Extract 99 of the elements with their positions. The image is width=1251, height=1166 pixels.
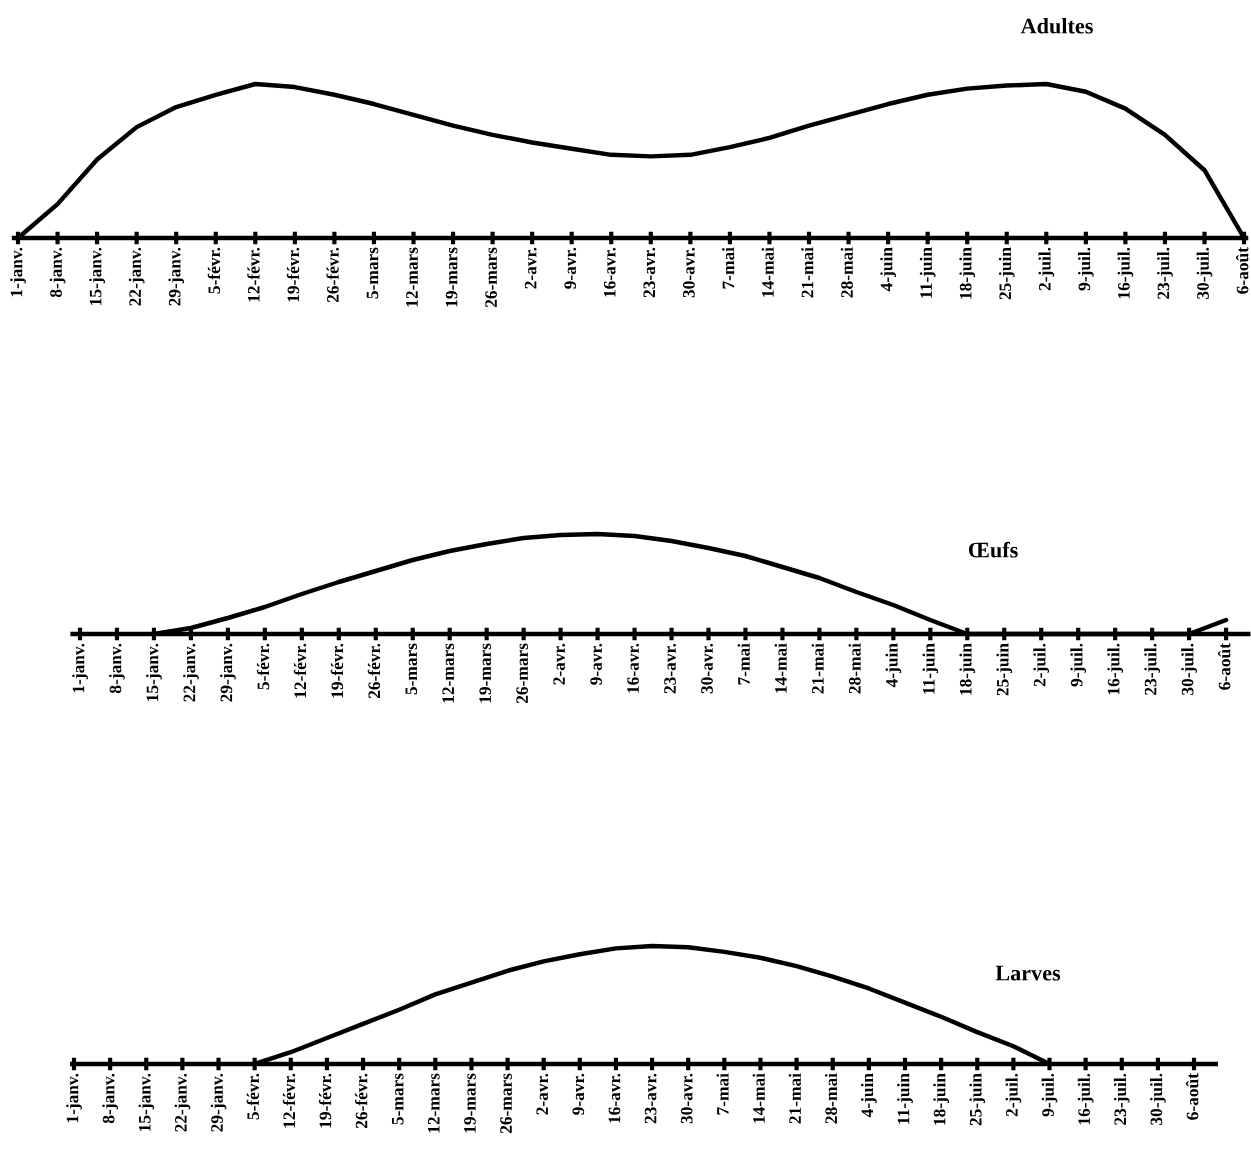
x-tick-label: 30-avr. bbox=[680, 1073, 693, 1124]
x-tick-label: 21-mai bbox=[801, 247, 814, 298]
x-tick-label: 14-mai bbox=[761, 247, 774, 297]
x-tick-label: 19-mars bbox=[445, 247, 458, 307]
x-tick-label: 26-févr. bbox=[354, 1073, 368, 1129]
x-tick-label: 1-janv. bbox=[66, 1073, 82, 1123]
x-tick-label: 16-juil. bbox=[1077, 1073, 1094, 1125]
x-tick-label: 28-mai bbox=[840, 247, 853, 298]
x-tick-label: 19-mars bbox=[479, 643, 492, 703]
text: Larves bbox=[995, 965, 1061, 981]
x-tick-label: 30-juil. bbox=[1181, 643, 1197, 695]
x-tick-label: 5-mars bbox=[391, 1073, 404, 1125]
x-tick-label: 2-juil. bbox=[1005, 1073, 1022, 1117]
x-tick-label: 9-avr. bbox=[564, 247, 577, 289]
x-tick-label: 22-janv. bbox=[183, 643, 199, 702]
x-tick-label: 30-juil. bbox=[1196, 247, 1213, 299]
x-tick-label: 26-févr. bbox=[367, 643, 381, 699]
x-tick-label: 9-juil. bbox=[1077, 247, 1094, 291]
x-tick-label: 7-mai bbox=[737, 643, 750, 685]
x-tick-label: 5-mars bbox=[366, 247, 379, 299]
x-tick-label: 2-avr. bbox=[553, 643, 566, 685]
x-tick-label: 9-avr. bbox=[590, 643, 602, 685]
x-tick-label: 16-juil. bbox=[1117, 247, 1134, 299]
x-tick-label: 22-janv. bbox=[174, 1073, 191, 1132]
x-tick-label: 29-janv. bbox=[220, 643, 236, 702]
x-tick-label: 16-juil. bbox=[1107, 643, 1124, 695]
x-tick-label: 6-août bbox=[1218, 643, 1231, 690]
x-tick-label: 29-janv. bbox=[210, 1073, 227, 1132]
x-tick-label: 21-mai bbox=[811, 643, 824, 694]
x-tick-label: 5-févr. bbox=[246, 1073, 260, 1120]
x-tick-label: 23-juil. bbox=[1144, 643, 1160, 695]
x-tick-label: 19-févr. bbox=[286, 247, 300, 302]
x-tick-label: 1-janv. bbox=[10, 247, 26, 297]
x-tick-label: 1-janv. bbox=[72, 643, 88, 693]
x-tick-label: 23-juil. bbox=[1157, 247, 1173, 299]
x-tick-label: 29-janv. bbox=[168, 247, 185, 306]
x-tick-label: 23-avr. bbox=[664, 643, 676, 694]
x-tick-label: 12-mars bbox=[406, 247, 418, 307]
x-tick-label: 7-mai bbox=[716, 1073, 729, 1115]
x-tick-label: 5-févr. bbox=[207, 247, 221, 294]
x-tick-label: 11-juin bbox=[919, 247, 936, 298]
x-tick-label: 4-juin bbox=[885, 643, 902, 688]
x-tick-label: 25-juin bbox=[969, 1073, 986, 1126]
x-tick-label: 15-janv. bbox=[138, 1073, 155, 1131]
x-tick-label: 11-juin bbox=[897, 1073, 913, 1124]
x-tick-label: 6-août bbox=[1185, 1073, 1199, 1120]
x-tick-label: 9-avr. bbox=[572, 1073, 585, 1115]
x-tick-label: 4-juin bbox=[860, 1073, 877, 1118]
x-tick-label: 7-mai bbox=[722, 247, 735, 289]
x-tick-label: 26-févr. bbox=[326, 247, 339, 303]
x-tick-label: 18-juin bbox=[933, 1073, 949, 1125]
x-tick-label: 2-juil. bbox=[1033, 643, 1050, 687]
chart-title: Adultes bbox=[1020, 17, 1093, 34]
x-tick-label: 30-juil. bbox=[1150, 1073, 1166, 1125]
x-tick-label: 12-févr. bbox=[282, 1073, 296, 1128]
x-tick-label: 16-avr. bbox=[627, 643, 639, 693]
chart-title: Œufs bbox=[968, 541, 1018, 558]
x-tick-label: 19-mars bbox=[464, 1073, 476, 1133]
x-tick-label: 14-mai bbox=[774, 643, 787, 693]
x-tick-label: 12-mars bbox=[427, 1073, 440, 1133]
x-tick-label: 12-mars bbox=[442, 643, 455, 703]
x-tick-label: 28-mai bbox=[848, 643, 861, 694]
x-tick-label: 30-avr. bbox=[682, 247, 695, 298]
x-tick-label: 18-juin bbox=[959, 643, 976, 695]
x-tick-label: 23-avr. bbox=[644, 1073, 657, 1124]
x-tick-label: 26-mars bbox=[485, 247, 497, 308]
x-tick-label: 2-avr. bbox=[536, 1073, 549, 1115]
x-tick-label: 22-janv. bbox=[128, 247, 145, 306]
x-tick-label: 30-avr. bbox=[701, 643, 713, 694]
x-tick-label: 15-janv. bbox=[146, 643, 162, 701]
x-tick-label: 28-mai bbox=[824, 1073, 838, 1124]
x-tick-label: 25-juin bbox=[998, 247, 1015, 300]
x-tick-label: 21-mai bbox=[788, 1073, 801, 1124]
x-tick-label: 4-juin bbox=[880, 247, 896, 292]
x-tick-label: 16-avr. bbox=[603, 247, 616, 297]
x-tick-label: 5-mars bbox=[405, 643, 418, 695]
x-tick-label: 16-avr. bbox=[608, 1073, 621, 1123]
x-tick-label: 23-juil. bbox=[1113, 1073, 1130, 1125]
x-tick-label: 19-févr. bbox=[318, 1073, 332, 1128]
x-tick-label: 5-févr. bbox=[256, 643, 270, 690]
x-tick-label: 6-août bbox=[1235, 247, 1249, 294]
x-tick-label: 9-juil. bbox=[1070, 643, 1087, 687]
x-tick-label: 8-janv. bbox=[109, 643, 125, 694]
x-tick-label: 26-mars bbox=[516, 643, 528, 704]
x-tick-label: 8-janv. bbox=[102, 1073, 118, 1124]
x-tick-label: 19-févr. bbox=[330, 643, 344, 698]
x-tick-label: 15-janv. bbox=[89, 247, 105, 305]
x-tick-label: 26-mars bbox=[500, 1073, 512, 1134]
x-tick-label: 23-avr. bbox=[643, 247, 656, 298]
x-tick-label: 18-juin bbox=[959, 247, 976, 299]
x-tick-label: 8-janv. bbox=[49, 247, 66, 298]
x-tick-label: 2-juil. bbox=[1038, 247, 1055, 291]
x-tick-label: 11-juin bbox=[922, 643, 939, 694]
x-tick-label: 2-avr. bbox=[524, 247, 537, 289]
x-tick-label: 25-juin bbox=[996, 643, 1013, 696]
x-tick-label: 12-févr. bbox=[293, 643, 307, 698]
x-tick-label: 12-févr. bbox=[247, 247, 260, 302]
x-tick-label: 14-mai bbox=[752, 1073, 765, 1123]
x-tick-label: 9-juil. bbox=[1041, 1073, 1058, 1117]
